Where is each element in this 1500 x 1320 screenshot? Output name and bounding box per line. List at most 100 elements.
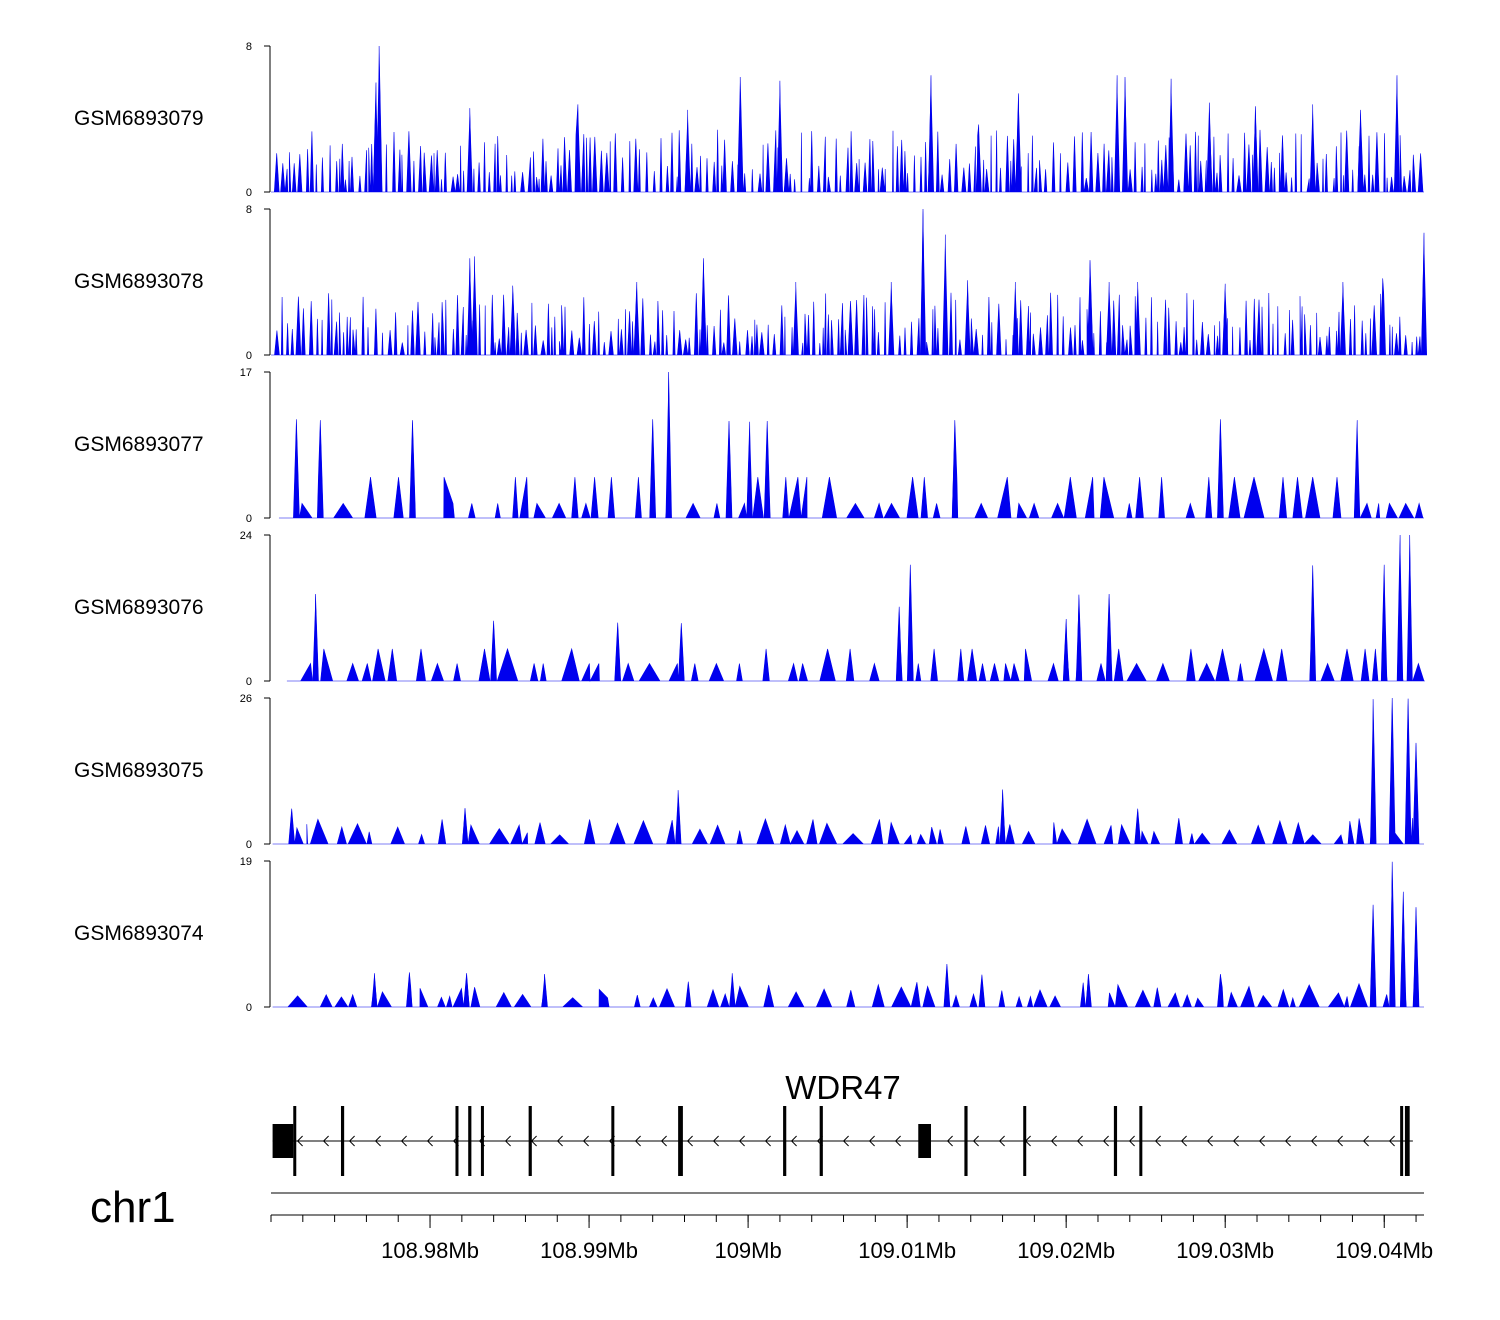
coverage-area [272,861,1424,1008]
y-tick-label-max: 8 [246,41,252,53]
strand-arrow [686,1135,693,1147]
coverage-peak [700,258,707,355]
y-tick-label-zero: 0 [246,513,252,525]
coverage-peak [466,108,473,192]
gene-exon [964,1106,968,1176]
coverage-peak [1309,565,1316,681]
gene-exon [1113,1106,1118,1176]
y-tick-label-zero: 0 [246,350,252,362]
track-GSM6893075: GSM6893075 26 0 [74,693,1424,851]
coverage-peak [746,421,753,518]
strand-arrow [1102,1135,1109,1147]
strand-arrow [712,1135,719,1147]
strand-arrow [946,1135,953,1147]
coverage-peak [665,372,672,518]
strand-arrow [1362,1135,1369,1147]
strand-arrow [1258,1135,1265,1147]
coverage-peak [920,209,927,355]
x-tick-label: 109.03Mb [1176,1238,1274,1263]
coverage-peak [951,420,958,518]
strand-arrow [1154,1135,1161,1147]
coverage-peak [1217,419,1224,518]
strand-arrow [582,1135,589,1147]
coverage-peak [776,80,783,192]
coverage-area [271,208,1427,356]
strand-arrow [842,1135,849,1147]
strand-arrow [426,1135,433,1147]
strand-arrow [1284,1135,1291,1147]
coverage-peak [737,77,744,192]
genome-axis: chr1 108.98Mb 108.99Mb 109Mb 109.01Mb 109.02… [90,1183,1433,1263]
coverage-peak [1206,102,1213,192]
gene-exon [783,1106,787,1176]
gene-exon [528,1106,532,1176]
coverage-peak [943,963,950,1007]
coverage-peak [907,564,914,681]
coverage-peak [1134,282,1141,355]
strand-arrow [790,1135,797,1147]
coverage-peak [1370,904,1377,1007]
x-tick-label: 108.98Mb [381,1238,479,1263]
coverage-peak [293,419,300,518]
coverage-peak [633,282,640,355]
track-label: GSM6893079 [74,107,204,130]
strand-arrow [1310,1135,1317,1147]
coverage-peak [1370,699,1377,844]
y-tick-label-max: 17 [240,367,252,379]
coverage-peak [466,258,473,355]
track-label: GSM6893076 [74,596,204,619]
strand-arrow [374,1135,381,1147]
coverage-peak [574,104,581,192]
track-GSM6893079: GSM6893079 8 0 [74,41,1424,199]
coverage-peak [1217,973,1224,1007]
coverage-peak [1389,698,1396,844]
coverage-peak [1357,109,1364,192]
strand-arrow [660,1135,667,1147]
coverage-peak [490,620,497,681]
coverage-peak [462,808,469,844]
gene-exon [819,1106,823,1176]
coverage-peak [888,282,895,355]
gene-exon [1400,1106,1404,1176]
coverage-peak [1406,535,1413,681]
strand-arrow [894,1135,901,1147]
coverage-peak [1354,420,1361,518]
gene-label: WDR47 [785,1069,901,1106]
coverage-peak [1381,564,1388,681]
coverage-peak [1106,282,1113,355]
coverage-peak [792,282,799,355]
strand-arrow [400,1135,407,1147]
coverage-peak [409,420,416,518]
track-GSM6893076: GSM6893076 24 0 [74,530,1425,688]
coverage-peak [729,973,736,1007]
chromosome-label: chr1 [90,1183,176,1232]
x-tick-label: 109.04Mb [1335,1238,1433,1263]
track-GSM6893078: GSM6893078 8 0 [74,204,1427,362]
coverage-peak [978,974,985,1007]
strand-arrow [1180,1135,1187,1147]
coverage-peak [964,280,971,355]
coverage-peak [509,285,516,355]
coverage-peak [471,256,478,355]
gene-exon [1023,1106,1027,1176]
strand-arrow [556,1135,563,1147]
coverage-tracks: GSM689307980GSM689307880GSM6893077170GSM… [74,41,1427,1014]
strand-arrow [1388,1135,1395,1147]
strand-arrow [972,1135,979,1147]
coverage-peak [1421,232,1427,355]
gene-exon [340,1106,345,1176]
coverage-peak [312,594,319,681]
gene-exon [480,1106,484,1176]
strand-arrow [738,1135,745,1147]
gene-exon [272,1124,294,1158]
gene-exon [918,1124,931,1158]
strand-arrow [1232,1135,1239,1147]
coverage-peak [406,972,413,1007]
coverage-peak [1393,75,1400,192]
strand-arrow [1128,1135,1135,1147]
coverage-peak [764,420,771,518]
coverage-peak [927,75,934,192]
track-label: GSM6893078 [74,270,204,293]
gene-exon [1139,1106,1143,1176]
